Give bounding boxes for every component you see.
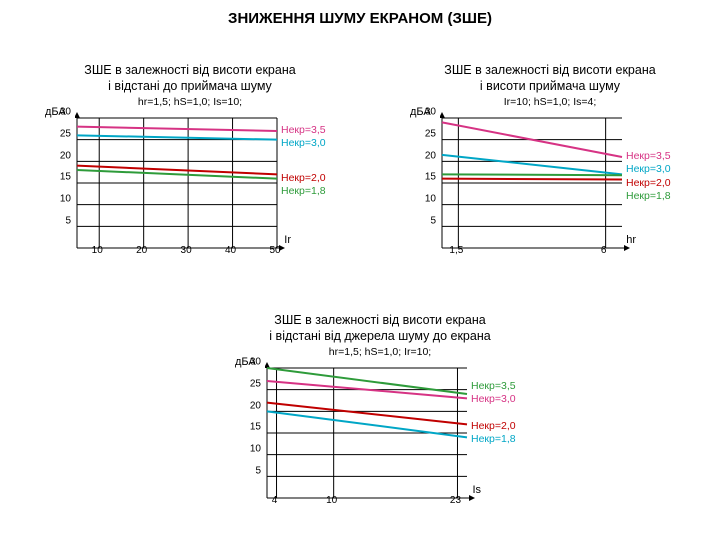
chart-title: ЗШЕ в залежності від висоти екранаі відс… bbox=[20, 63, 360, 94]
y-tick: 20 bbox=[53, 150, 71, 161]
y-tick: 15 bbox=[243, 422, 261, 433]
y-tick: 25 bbox=[243, 378, 261, 389]
chart-title: ЗШЕ в залежності від висоти екранаі висо… bbox=[390, 63, 710, 94]
y-tick: 20 bbox=[243, 400, 261, 411]
x-tick: 20 bbox=[136, 245, 147, 256]
series-line bbox=[77, 127, 277, 131]
y-tick: 10 bbox=[418, 193, 436, 204]
legend-item: Некр=1,8 bbox=[626, 190, 671, 203]
y-tick: 15 bbox=[53, 172, 71, 183]
y-tick: 5 bbox=[418, 215, 436, 226]
x-tick: 6 bbox=[601, 245, 607, 256]
legend: Некр=2,0Некр=1,8 bbox=[281, 172, 326, 198]
y-tick: 30 bbox=[243, 357, 261, 368]
legend-item: Некр=3,5 bbox=[471, 380, 516, 393]
y-tick: 25 bbox=[418, 128, 436, 139]
x-tick: 30 bbox=[181, 245, 192, 256]
legend-item: Некр=2,0 bbox=[471, 420, 516, 433]
series-line bbox=[442, 175, 622, 176]
legend: Некр=3,5Некр=3,0Некр=2,0Некр=1,8 bbox=[626, 150, 671, 203]
chart1: ЗШЕ в залежності від висоти екранаі відс… bbox=[20, 63, 360, 242]
y-tick: 20 bbox=[418, 150, 436, 161]
chart-title: ЗШЕ в залежності від висоти екранаі відс… bbox=[210, 313, 550, 344]
chart-params: Ir=10; hS=1,0; Is=4; bbox=[390, 96, 710, 108]
plot-svg bbox=[265, 362, 479, 502]
y-tick: 25 bbox=[53, 128, 71, 139]
plot-area: дБАIr510152025301020304050Некр=3,5Некр=3… bbox=[75, 112, 275, 242]
y-tick: 5 bbox=[243, 465, 261, 476]
x-tick: 50 bbox=[269, 245, 280, 256]
x-tick: 4 bbox=[272, 495, 278, 506]
x-axis-label: Ir bbox=[284, 234, 291, 246]
plot-area: дБАIs5101520253041023Некр=3,5Некр=3,0Нек… bbox=[265, 362, 465, 492]
page-title: ЗНИЖЕННЯ ШУМУ ЕКРАНОМ (ЗШЕ) bbox=[0, 0, 720, 33]
x-axis-label: hr bbox=[626, 234, 636, 246]
x-tick: 40 bbox=[225, 245, 236, 256]
x-axis-label: Is bbox=[472, 484, 481, 496]
legend-item: Некр=3,0 bbox=[281, 137, 326, 150]
y-tick: 30 bbox=[53, 107, 71, 118]
legend-item: Некр=3,5 bbox=[626, 150, 671, 163]
y-tick: 5 bbox=[53, 215, 71, 226]
legend-item: Некр=2,0 bbox=[281, 172, 326, 185]
legend: Некр=3,5Некр=3,0 bbox=[471, 380, 516, 406]
x-tick: 10 bbox=[326, 495, 337, 506]
legend-item: Некр=1,8 bbox=[281, 185, 326, 198]
series-line bbox=[77, 136, 277, 140]
plot-svg bbox=[75, 112, 289, 252]
y-tick: 10 bbox=[243, 443, 261, 454]
legend-item: Некр=3,0 bbox=[471, 393, 516, 406]
x-tick: 23 bbox=[450, 495, 461, 506]
legend: Некр=2,0Некр=1,8 bbox=[471, 420, 516, 446]
y-tick: 15 bbox=[418, 172, 436, 183]
series-line bbox=[77, 170, 277, 179]
legend-item: Некр=3,0 bbox=[626, 163, 671, 176]
charts-container: ЗШЕ в залежності від висоти екранаі відс… bbox=[0, 33, 720, 533]
series-line bbox=[77, 166, 277, 175]
plot-area: дБАhr510152025301,56Некр=3,5Некр=3,0Некр… bbox=[440, 112, 620, 242]
legend-item: Некр=3,5 bbox=[281, 124, 326, 137]
y-tick: 30 bbox=[418, 107, 436, 118]
x-tick: 1,5 bbox=[449, 245, 463, 256]
series-line bbox=[267, 403, 467, 425]
chart-params: hr=1,5; hS=1,0; Ir=10; bbox=[210, 346, 550, 358]
chart-params: hr=1,5; hS=1,0; Is=10; bbox=[20, 96, 360, 108]
chart2: ЗШЕ в залежності від висоти екранаі висо… bbox=[390, 63, 710, 242]
chart3: ЗШЕ в залежності від висоти екранаі відс… bbox=[210, 313, 550, 492]
y-tick: 10 bbox=[53, 193, 71, 204]
series-line bbox=[442, 179, 622, 180]
legend: Некр=3,5Некр=3,0 bbox=[281, 124, 326, 150]
plot-svg bbox=[440, 112, 634, 252]
x-tick: 10 bbox=[92, 245, 103, 256]
series-line bbox=[442, 155, 622, 175]
legend-item: Некр=1,8 bbox=[471, 433, 516, 446]
legend-item: Некр=2,0 bbox=[626, 177, 671, 190]
